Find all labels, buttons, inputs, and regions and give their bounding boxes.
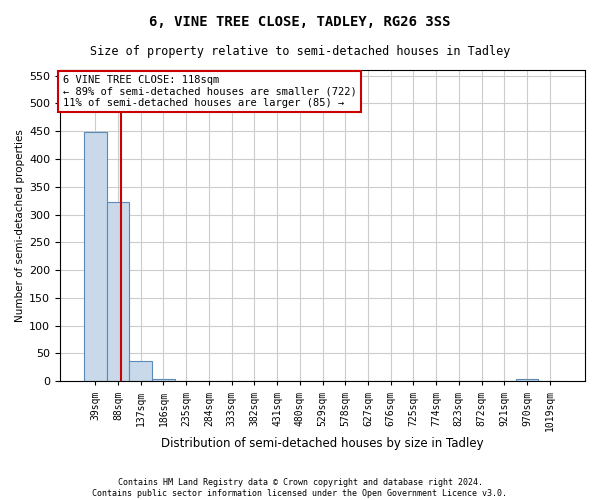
Text: Size of property relative to semi-detached houses in Tadley: Size of property relative to semi-detach… — [90, 45, 510, 58]
Bar — [107, 202, 130, 382]
Bar — [515, 378, 538, 382]
Bar — [130, 362, 152, 382]
Text: 6 VINE TREE CLOSE: 118sqm
← 89% of semi-detached houses are smaller (722)
11% of: 6 VINE TREE CLOSE: 118sqm ← 89% of semi-… — [62, 74, 356, 108]
Y-axis label: Number of semi-detached properties: Number of semi-detached properties — [15, 129, 25, 322]
Bar — [152, 378, 175, 382]
Bar — [84, 132, 107, 382]
Text: Contains HM Land Registry data © Crown copyright and database right 2024.
Contai: Contains HM Land Registry data © Crown c… — [92, 478, 508, 498]
X-axis label: Distribution of semi-detached houses by size in Tadley: Distribution of semi-detached houses by … — [161, 437, 484, 450]
Text: 6, VINE TREE CLOSE, TADLEY, RG26 3SS: 6, VINE TREE CLOSE, TADLEY, RG26 3SS — [149, 15, 451, 29]
